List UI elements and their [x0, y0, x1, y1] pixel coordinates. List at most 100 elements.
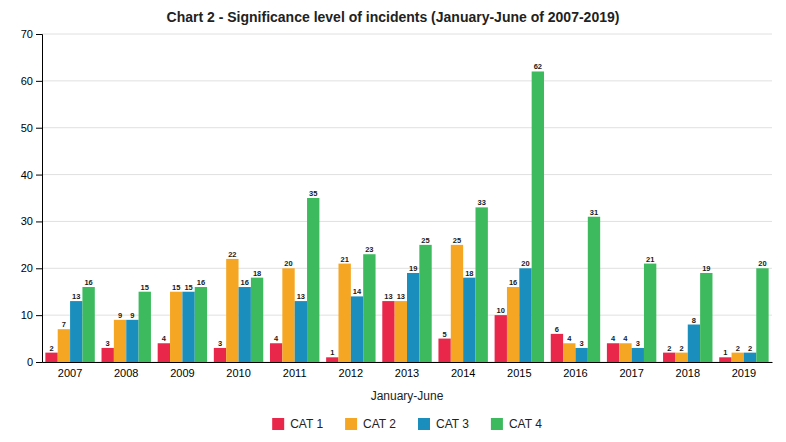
bar	[226, 259, 238, 362]
bar	[451, 245, 463, 362]
data-label: 15	[184, 283, 192, 292]
data-label: 18	[465, 269, 473, 278]
bar	[326, 357, 338, 362]
tick-mark	[36, 81, 42, 82]
bar	[407, 273, 419, 362]
data-label: 23	[365, 245, 373, 254]
data-label: 31	[590, 208, 598, 217]
data-label: 16	[509, 278, 517, 287]
tick-mark	[36, 315, 42, 316]
bar	[719, 357, 731, 362]
bar	[170, 292, 182, 362]
grid-line	[42, 221, 772, 222]
data-label: 1	[723, 348, 727, 357]
tick: 2008	[114, 367, 138, 379]
series	[82, 71, 768, 362]
tick: 20	[21, 262, 42, 274]
bar	[463, 278, 475, 362]
bar	[114, 320, 126, 362]
data-label: 22	[228, 250, 236, 259]
data-label: 4	[162, 334, 167, 343]
tick-label: 30	[21, 215, 33, 227]
data-label: 13	[297, 292, 305, 301]
bar	[675, 353, 687, 362]
tick-label: 2016	[563, 367, 587, 379]
bar	[251, 278, 263, 362]
data-label: 2	[736, 344, 740, 353]
tick-label: 2008	[114, 367, 138, 379]
bar	[744, 353, 756, 362]
tick-label: 2018	[676, 367, 700, 379]
axis-line	[43, 362, 773, 363]
data-label: 7	[62, 320, 66, 329]
grid-line	[42, 34, 772, 35]
bar	[351, 296, 363, 362]
tick-label: 60	[21, 75, 33, 87]
tick: 40	[21, 169, 42, 181]
tick-label: 2007	[58, 367, 82, 379]
tick: 2017	[619, 367, 643, 379]
tick-label: 70	[21, 28, 33, 40]
data-label: 62	[534, 62, 542, 71]
tick-label: 2017	[619, 367, 643, 379]
tick-label: 2019	[732, 367, 756, 379]
data-label: 19	[702, 264, 710, 273]
data-label: 16	[84, 278, 92, 287]
tick: 2007	[58, 367, 82, 379]
legend-item: CAT 1	[272, 417, 323, 431]
data-label: 2	[667, 344, 671, 353]
tick: 60	[21, 75, 42, 87]
tick-mark	[36, 128, 42, 129]
bar	[82, 287, 94, 362]
bar	[732, 353, 744, 362]
bar	[756, 268, 768, 362]
data-label: 33	[478, 198, 486, 207]
title: Chart 2 - Significance level of incident…	[167, 9, 620, 25]
legend: CAT 1CAT 2CAT 3CAT 4	[272, 417, 542, 431]
bar	[532, 71, 544, 362]
data-label: 14	[353, 287, 362, 296]
legend-label: CAT 4	[509, 417, 542, 431]
tick-label: 2010	[226, 367, 250, 379]
tick: 2015	[507, 367, 531, 379]
bar	[363, 254, 375, 362]
tick: 70	[21, 28, 42, 40]
bar	[282, 268, 294, 362]
data-label: 16	[197, 278, 205, 287]
data-label: 25	[421, 236, 429, 245]
data-label: 2	[748, 344, 752, 353]
bar	[507, 287, 519, 362]
data-label: 13	[72, 292, 80, 301]
bar	[619, 343, 631, 362]
tick-label: 2014	[451, 367, 475, 379]
data-label: 21	[340, 255, 348, 264]
data-label: 19	[409, 264, 417, 273]
bars	[45, 71, 768, 362]
tick: 2014	[451, 367, 475, 379]
tick: 2009	[170, 367, 194, 379]
data-label: 4	[623, 334, 628, 343]
data-label: 13	[397, 292, 405, 301]
grid-line	[42, 174, 772, 175]
bar	[295, 301, 307, 362]
bar	[688, 325, 700, 362]
bar	[563, 343, 575, 362]
bar	[476, 207, 488, 362]
tick-mark	[36, 362, 42, 363]
bar	[182, 292, 194, 362]
bar	[495, 315, 507, 362]
legend-label: CAT 1	[290, 417, 323, 431]
tick: 2018	[676, 367, 700, 379]
data-label: 3	[106, 339, 110, 348]
tick-mark	[36, 34, 42, 35]
data-label: 4	[611, 334, 616, 343]
bar	[700, 273, 712, 362]
legend-swatch	[272, 418, 284, 430]
tick: 50	[21, 122, 42, 134]
data-label: 2	[680, 344, 684, 353]
data-label: 6	[555, 325, 559, 334]
grid-line	[42, 80, 772, 81]
legend-swatch	[418, 418, 430, 430]
bar	[102, 348, 114, 362]
x-axis: 2007200820092010201120122013201420152016…	[43, 363, 773, 379]
